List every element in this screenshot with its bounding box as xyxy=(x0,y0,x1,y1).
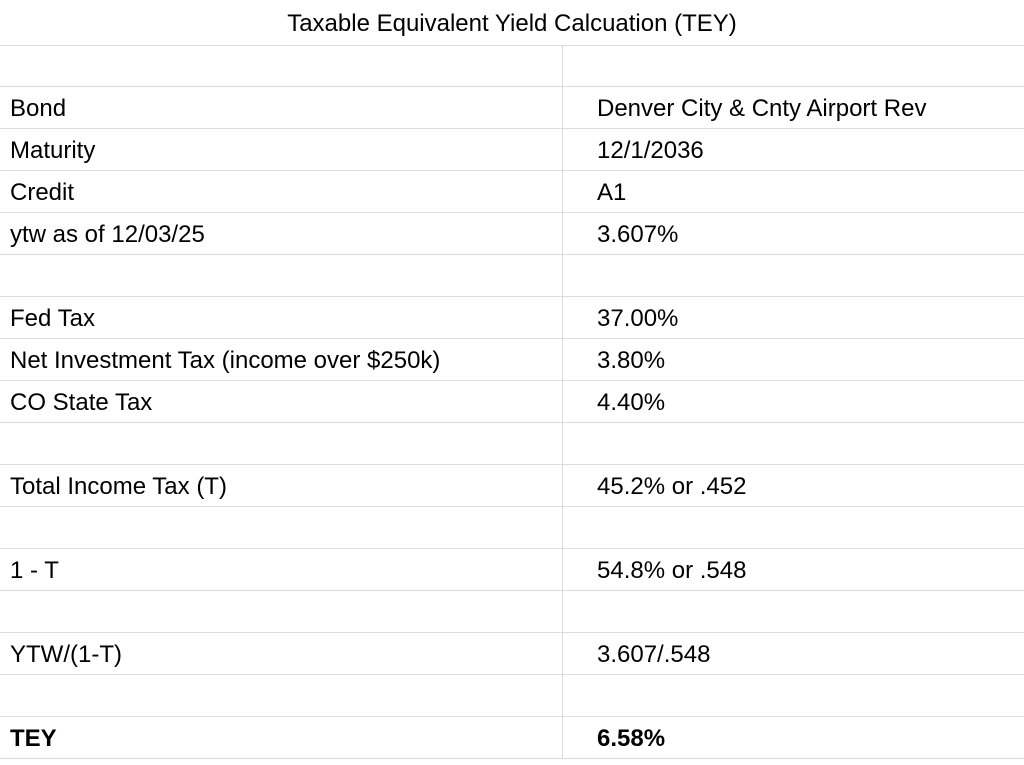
sheet-row: 1 - T 54.8% or .548 xyxy=(0,549,1024,591)
sheet-row: Credit A1 xyxy=(0,171,1024,213)
sheet-row xyxy=(0,45,1024,87)
sheet-row: Fed Tax 37.00% xyxy=(0,297,1024,339)
empty-cell xyxy=(0,45,563,86)
row-value: 37.00% xyxy=(597,305,679,332)
empty-cell xyxy=(563,423,1024,464)
row-value: A1 xyxy=(597,179,627,206)
sheet-row xyxy=(0,507,1024,549)
row-value: 3.607% xyxy=(597,221,679,248)
row-label: 1 - T xyxy=(0,549,563,590)
empty-cell xyxy=(563,675,1024,716)
row-value: Denver City & Cnty Airport Rev xyxy=(597,95,927,122)
sheet-row xyxy=(0,675,1024,717)
empty-cell xyxy=(563,255,1024,296)
sheet-row: Total Income Tax (T) 45.2% or .452 xyxy=(0,465,1024,507)
empty-cell xyxy=(563,507,1024,548)
row-label: Fed Tax xyxy=(0,297,563,338)
sheet-title: Taxable Equivalent Yield Calcuation (TEY… xyxy=(0,0,1024,46)
sheet-row: TEY 6.58% xyxy=(0,717,1024,759)
row-value: 12/1/2036 xyxy=(597,137,704,164)
empty-cell xyxy=(0,507,563,548)
row-label: Credit xyxy=(0,171,563,212)
row-label: Total Income Tax (T) xyxy=(0,465,563,506)
sheet-row xyxy=(0,591,1024,633)
row-label: Bond xyxy=(0,87,563,128)
row-value: 45.2% or .452 xyxy=(597,473,747,500)
row-value: 3.80% xyxy=(597,347,666,374)
row-label: TEY xyxy=(0,717,563,758)
sheet-row: CO State Tax 4.40% xyxy=(0,381,1024,423)
row-label: YTW/(1-T) xyxy=(0,633,563,674)
empty-cell xyxy=(0,591,563,632)
row-value: 4.40% xyxy=(597,389,666,416)
row-value: 6.58% xyxy=(597,725,666,752)
sheet-row: YTW/(1-T) 3.607/.548 xyxy=(0,633,1024,675)
row-value: 3.607/.548 xyxy=(597,641,711,668)
sheet-row: Maturity 12/1/2036 xyxy=(0,129,1024,171)
empty-cell xyxy=(563,45,1024,86)
sheet-row: Bond Denver City & Cnty Airport Rev xyxy=(0,87,1024,129)
row-label: CO State Tax xyxy=(0,381,563,422)
empty-cell xyxy=(0,255,563,296)
empty-cell xyxy=(0,423,563,464)
empty-cell xyxy=(563,591,1024,632)
sheet-row xyxy=(0,255,1024,297)
row-label: Maturity xyxy=(0,129,563,170)
sheet-row: Net Investment Tax (income over $250k) 3.… xyxy=(0,339,1024,381)
row-value: 54.8% or .548 xyxy=(597,557,747,584)
sheet-row: ytw as of 12/03/25 3.607% xyxy=(0,213,1024,255)
empty-cell xyxy=(0,675,563,716)
sheet-row xyxy=(0,423,1024,465)
row-label: Net Investment Tax (income over $250k) xyxy=(0,339,563,380)
row-label: ytw as of 12/03/25 xyxy=(0,213,563,254)
